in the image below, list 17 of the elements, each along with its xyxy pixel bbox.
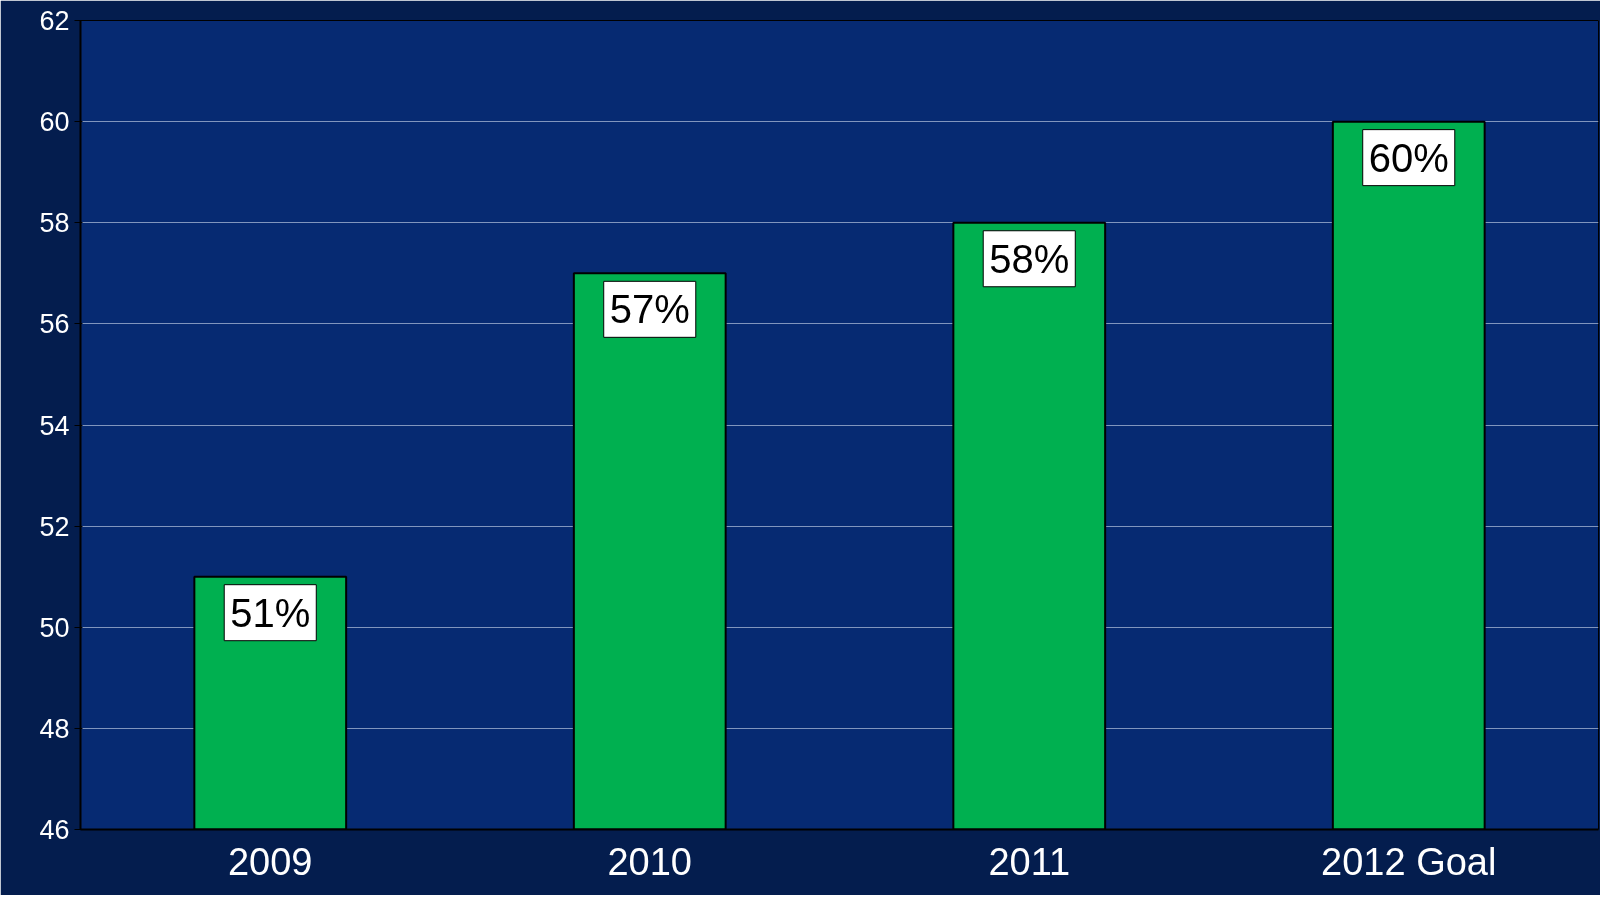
y-tick-label: 62 bbox=[39, 6, 70, 36]
y-tick-label: 58 bbox=[39, 208, 70, 239]
y-tick-label: 48 bbox=[39, 713, 70, 744]
data-label: 57% bbox=[609, 287, 690, 332]
y-tick-label: 50 bbox=[39, 612, 70, 643]
y-tick-label: 54 bbox=[39, 410, 70, 441]
data-label: 51% bbox=[230, 590, 311, 635]
x-tick-label: 2012 Goal bbox=[1321, 840, 1497, 883]
data-label: 58% bbox=[989, 236, 1070, 281]
x-tick-label: 2010 bbox=[607, 840, 693, 883]
data-label: 60% bbox=[1368, 135, 1449, 180]
x-tick-label: 2009 bbox=[227, 840, 313, 883]
x-tick-label: 2011 bbox=[988, 840, 1071, 883]
y-tick-label: 60 bbox=[39, 107, 70, 138]
y-tick-label: 46 bbox=[39, 815, 70, 845]
y-tick-label: 56 bbox=[39, 309, 70, 340]
y-tick-label: 52 bbox=[39, 511, 70, 542]
